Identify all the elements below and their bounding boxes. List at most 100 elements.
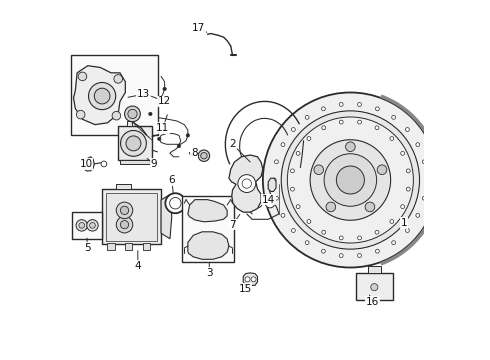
Circle shape (416, 143, 420, 147)
Circle shape (392, 116, 395, 119)
Bar (71, 55, 158, 135)
Circle shape (339, 120, 343, 124)
Circle shape (392, 241, 395, 244)
Circle shape (116, 216, 133, 233)
Polygon shape (74, 66, 125, 125)
Circle shape (375, 249, 379, 253)
Circle shape (287, 117, 414, 243)
Bar (118, 126, 152, 160)
Text: 14: 14 (262, 195, 275, 204)
Bar (117, 184, 131, 189)
Text: 11: 11 (156, 123, 170, 133)
Circle shape (76, 220, 88, 231)
Circle shape (425, 178, 428, 182)
Circle shape (251, 277, 256, 282)
Circle shape (126, 136, 141, 151)
Text: 16: 16 (366, 297, 380, 307)
Circle shape (377, 165, 387, 175)
Circle shape (266, 199, 275, 208)
Circle shape (121, 206, 129, 215)
Circle shape (148, 112, 152, 116)
Circle shape (310, 140, 391, 220)
Circle shape (263, 93, 438, 267)
Circle shape (291, 187, 294, 191)
Bar (143, 243, 150, 249)
Circle shape (339, 103, 343, 106)
Circle shape (358, 120, 362, 124)
Circle shape (79, 222, 85, 228)
Circle shape (242, 179, 251, 188)
Circle shape (358, 103, 362, 106)
Circle shape (371, 284, 378, 291)
Circle shape (358, 254, 362, 257)
Circle shape (281, 111, 419, 249)
Circle shape (121, 221, 129, 229)
Circle shape (165, 193, 185, 213)
Circle shape (198, 150, 210, 161)
Circle shape (90, 222, 96, 228)
Circle shape (291, 169, 294, 173)
Bar (182, 196, 234, 262)
Bar (102, 189, 161, 244)
Circle shape (281, 143, 285, 147)
Text: 2: 2 (229, 139, 236, 149)
Circle shape (101, 161, 107, 167)
Circle shape (405, 127, 409, 131)
Circle shape (89, 82, 116, 110)
Circle shape (401, 205, 405, 208)
Bar (127, 121, 132, 126)
Polygon shape (243, 273, 258, 285)
Circle shape (314, 165, 323, 175)
Polygon shape (188, 200, 227, 222)
Circle shape (124, 106, 140, 122)
Text: 17: 17 (192, 23, 205, 33)
Circle shape (281, 213, 285, 217)
Circle shape (339, 236, 343, 240)
Polygon shape (268, 178, 276, 192)
Text: 8: 8 (191, 148, 197, 158)
Circle shape (114, 75, 122, 83)
Circle shape (422, 160, 426, 164)
Circle shape (405, 229, 409, 233)
Circle shape (292, 127, 295, 131)
Circle shape (87, 220, 98, 231)
Circle shape (201, 153, 207, 159)
Circle shape (170, 198, 181, 209)
Bar (107, 243, 115, 249)
Text: 12: 12 (158, 96, 171, 107)
Circle shape (272, 178, 276, 182)
Circle shape (296, 152, 300, 155)
Text: 13: 13 (137, 89, 150, 99)
Text: 1: 1 (401, 218, 407, 228)
Circle shape (321, 249, 325, 253)
Circle shape (375, 126, 379, 130)
Circle shape (296, 205, 300, 208)
Circle shape (324, 154, 377, 206)
Circle shape (94, 88, 110, 104)
Circle shape (186, 134, 190, 137)
Circle shape (358, 236, 362, 240)
Bar (106, 193, 157, 241)
Polygon shape (83, 157, 94, 171)
Circle shape (339, 254, 343, 257)
Bar (356, 273, 393, 300)
Text: 9: 9 (150, 159, 157, 169)
Text: 6: 6 (169, 175, 175, 185)
Polygon shape (188, 232, 229, 259)
Circle shape (253, 199, 262, 208)
Bar (368, 266, 381, 273)
Circle shape (238, 175, 256, 193)
Circle shape (245, 277, 250, 282)
Circle shape (321, 107, 325, 111)
Circle shape (322, 126, 326, 130)
Circle shape (274, 160, 278, 164)
Circle shape (305, 116, 309, 119)
Circle shape (406, 187, 410, 191)
Circle shape (390, 220, 394, 224)
Circle shape (112, 111, 121, 120)
Circle shape (322, 230, 326, 234)
Circle shape (76, 111, 85, 119)
Circle shape (307, 136, 311, 140)
Bar (72, 212, 102, 239)
Bar (120, 159, 150, 164)
